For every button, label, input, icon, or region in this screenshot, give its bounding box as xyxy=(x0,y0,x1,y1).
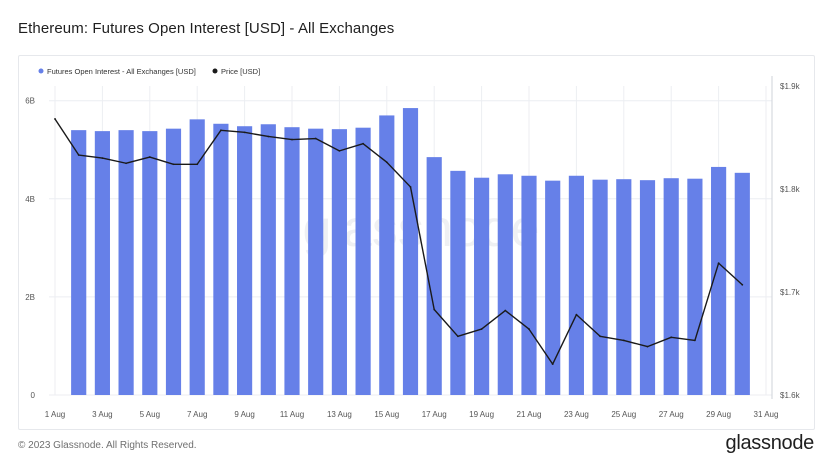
price-point xyxy=(243,131,246,134)
oi-bar xyxy=(71,130,87,395)
x-tick-label: 23 Aug xyxy=(564,410,589,419)
x-tick-label: 11 Aug xyxy=(280,410,304,419)
oi-bar xyxy=(284,127,300,395)
price-point xyxy=(694,339,696,342)
price-point xyxy=(457,335,459,338)
oi-bar xyxy=(639,180,656,395)
x-tick-label: 25 Aug xyxy=(611,410,636,419)
oi-bar xyxy=(94,131,110,395)
oi-bar xyxy=(237,126,253,395)
oi-bar xyxy=(142,131,158,395)
oi-bar xyxy=(616,179,632,395)
x-tick-label: 19 Aug xyxy=(469,410,494,419)
price-point xyxy=(480,328,483,330)
oi-bar xyxy=(474,177,490,395)
price-point xyxy=(646,345,649,348)
x-tick-label: 21 Aug xyxy=(517,410,542,419)
price-point xyxy=(101,157,104,159)
price-point xyxy=(528,328,530,330)
price-line xyxy=(54,118,743,365)
oi-bar xyxy=(663,178,679,395)
price-point xyxy=(77,154,80,156)
axis-layer: 0 2B 4B 6B $1.6k $1.7k $1.8k $1.9k 1 Aug 3 Aug 5 A… xyxy=(25,76,801,419)
price-point xyxy=(551,363,554,365)
oi-bar xyxy=(402,108,419,396)
price-point xyxy=(267,135,270,138)
page-title: Ethereum: Futures Open Interest [USD] - … xyxy=(18,20,395,37)
x-tick-label: 7 Aug xyxy=(187,410,207,419)
price-point xyxy=(575,313,578,316)
y-left-tick-label: 0 xyxy=(31,391,36,400)
oi-bar xyxy=(545,180,561,395)
oi-bar xyxy=(379,115,395,395)
price-point xyxy=(504,309,507,312)
chart-panel: glassnode 0 2B 4B 6B $1.6k $1.7k $1.8k $1.9k 1 A… xyxy=(18,55,815,430)
price-point xyxy=(148,156,151,158)
price-point xyxy=(599,335,601,338)
price-point xyxy=(172,163,175,166)
oi-bar xyxy=(260,124,276,395)
price-point xyxy=(385,161,388,164)
x-tick-label: 29 Aug xyxy=(706,410,731,419)
y-right-tick-label: $1.9k xyxy=(780,82,801,91)
oi-bar xyxy=(165,128,182,395)
price-point xyxy=(220,129,222,132)
price-point xyxy=(291,138,293,141)
oi-bar xyxy=(568,175,584,395)
price-point xyxy=(717,262,720,265)
price-point xyxy=(409,186,412,188)
oi-bar xyxy=(426,157,442,395)
price-point xyxy=(338,149,341,152)
copyright-text: © 2023 Glassnode. All Rights Reserved. xyxy=(18,440,197,451)
y-left-tick-label: 4B xyxy=(25,195,35,204)
price-point xyxy=(433,308,436,311)
x-tick-label: 3 Aug xyxy=(92,410,112,419)
oi-bar xyxy=(331,129,347,395)
oi-bar xyxy=(355,127,371,395)
oi-bar xyxy=(521,175,537,395)
x-tick-label: 31 Aug xyxy=(754,410,779,419)
y-right-tick-label: $1.8k xyxy=(780,185,801,194)
x-tick-label: 13 Aug xyxy=(327,410,352,419)
x-tick-label: 9 Aug xyxy=(234,410,254,419)
price-point xyxy=(362,142,364,145)
x-tick-label: 1 Aug xyxy=(45,410,65,419)
price-point xyxy=(622,339,625,342)
price-point xyxy=(125,162,127,165)
oi-bar xyxy=(687,178,703,395)
legend: Futures Open Interest - All Exchanges [U… xyxy=(38,67,260,76)
oi-bar xyxy=(308,128,324,395)
y-right-tick-label: $1.6k xyxy=(780,391,801,400)
oi-bar xyxy=(711,166,727,395)
oi-bar xyxy=(592,179,608,395)
oi-bar xyxy=(189,119,205,395)
legend-price-marker xyxy=(212,68,218,74)
y-left-tick-label: 6B xyxy=(25,97,35,106)
x-tick-label: 15 Aug xyxy=(374,410,399,419)
price-point xyxy=(196,163,199,166)
price-point xyxy=(670,336,673,339)
price-point xyxy=(314,137,317,140)
oi-bar xyxy=(497,174,513,395)
x-tick-label: 27 Aug xyxy=(659,410,684,419)
x-tick-label: 17 Aug xyxy=(422,410,447,419)
bars-layer xyxy=(71,108,750,396)
price-point xyxy=(54,118,56,120)
glassnode-logo: glassnode xyxy=(725,432,815,454)
oi-bar xyxy=(213,123,229,396)
oi-bar xyxy=(118,130,134,395)
price-point xyxy=(741,283,744,286)
legend-price-label: Price [USD] xyxy=(221,67,260,76)
y-right-tick-label: $1.7k xyxy=(780,288,801,297)
oi-bar xyxy=(450,170,466,395)
x-tick-label: 5 Aug xyxy=(140,410,160,419)
line-layer xyxy=(54,118,744,365)
legend-oi-label: Futures Open Interest - All Exchanges [U… xyxy=(47,67,196,76)
legend-oi-marker xyxy=(38,68,44,74)
y-left-tick-label: 2B xyxy=(25,293,35,302)
